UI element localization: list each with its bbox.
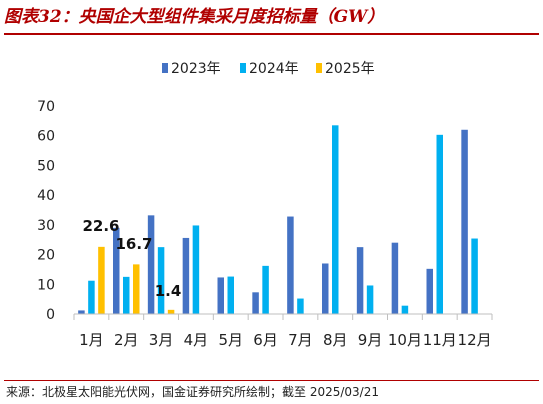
bar-s1-3 bbox=[192, 225, 200, 314]
bar-s0-4 bbox=[217, 277, 224, 314]
x-tick-label-8: 9月 bbox=[358, 331, 383, 349]
bar-s0-0 bbox=[78, 310, 85, 314]
bar-s1-0 bbox=[88, 280, 95, 314]
data-labels: 22.616.7 1.4 bbox=[82, 217, 181, 300]
x-tick-label-0: 1月 bbox=[79, 331, 104, 349]
y-tick-label-4: 40 bbox=[37, 188, 55, 204]
y-tick-label-3: 30 bbox=[37, 218, 55, 234]
x-tick-label-1: 2月 bbox=[114, 331, 139, 349]
data-label-0: 22.6 bbox=[82, 217, 119, 235]
x-tick-label-9: 10月 bbox=[388, 331, 422, 349]
bar-s0-11 bbox=[461, 129, 468, 314]
figure-title: 图表32：央国企大型组件集采月度招标量（GW） bbox=[4, 7, 385, 27]
bar-s1-1 bbox=[123, 276, 130, 314]
bar-s1-2 bbox=[157, 247, 165, 314]
bar-s1-6 bbox=[297, 298, 304, 314]
legend-label-0: 2023年 bbox=[171, 61, 221, 77]
y-tick-label-7: 70 bbox=[37, 99, 55, 115]
title-rule bbox=[4, 33, 539, 35]
legend-swatch-0 bbox=[162, 63, 168, 73]
bar-s0-9 bbox=[391, 242, 399, 314]
x-tick-label-11: 12月 bbox=[458, 331, 492, 349]
x-tick-label-4: 5月 bbox=[218, 331, 243, 349]
bar-s1-5 bbox=[262, 265, 269, 314]
y-tick-label-6: 60 bbox=[37, 129, 55, 145]
x-tick-label-6: 7月 bbox=[288, 331, 313, 349]
bar-s1-10 bbox=[436, 134, 443, 314]
chart-legend: 2023年 2024年 2025年 bbox=[162, 61, 375, 77]
bar-s0-5 bbox=[252, 292, 259, 314]
bar-s2-1 bbox=[133, 264, 140, 314]
bar-s0-7 bbox=[322, 263, 329, 314]
bar-s0-8 bbox=[356, 247, 364, 314]
x-tick-label-5: 6月 bbox=[253, 331, 278, 349]
y-tick-label-1: 10 bbox=[37, 277, 55, 293]
source-note: 来源：北极星太阳能光伏网，国金证券研究所绘制；截至 2025/03/21 bbox=[6, 385, 379, 399]
bar-s0-1 bbox=[113, 227, 120, 314]
bar-s0-10 bbox=[426, 268, 433, 314]
bar-series bbox=[78, 125, 478, 314]
bar-s0-2 bbox=[147, 215, 155, 314]
bar-s0-6 bbox=[287, 216, 294, 314]
bar-s1-8 bbox=[366, 285, 374, 314]
bar-s2-2 bbox=[167, 309, 175, 314]
x-tick-label-2: 3月 bbox=[149, 331, 174, 349]
x-tick-label-10: 11月 bbox=[423, 331, 457, 349]
x-tick-label-3: 4月 bbox=[184, 331, 209, 349]
legend-swatch-1 bbox=[240, 63, 246, 73]
bar-s2-0 bbox=[98, 246, 105, 314]
source-rule bbox=[4, 380, 539, 381]
legend-label-1: 2024年 bbox=[249, 61, 299, 77]
x-tick-label-7: 8月 bbox=[323, 331, 348, 349]
bar-s1-11 bbox=[471, 238, 478, 314]
legend-swatch-2 bbox=[316, 63, 322, 73]
data-label-2: 1.4 bbox=[155, 282, 182, 300]
bar-s1-7 bbox=[332, 125, 339, 314]
y-tick-label-2: 20 bbox=[37, 248, 55, 264]
bar-chart: 2023年 2024年 2025年 0 10 20 30 40 50 60 70 1月 2月 3月 4月… bbox=[37, 61, 493, 349]
bar-s1-9 bbox=[401, 305, 409, 314]
y-axis: 0 10 20 30 40 50 60 70 bbox=[37, 99, 55, 323]
x-axis: 1月 2月 3月 4月 5月 6月 7月 8月 9月 10月 11月 12月 bbox=[73, 313, 493, 349]
y-tick-label-0: 0 bbox=[46, 307, 55, 323]
bar-s1-4 bbox=[227, 276, 234, 314]
data-label-1: 16.7 bbox=[115, 235, 152, 253]
bar-s0-3 bbox=[182, 237, 190, 314]
legend-label-2: 2025年 bbox=[325, 61, 375, 77]
y-tick-label-5: 50 bbox=[37, 158, 55, 174]
